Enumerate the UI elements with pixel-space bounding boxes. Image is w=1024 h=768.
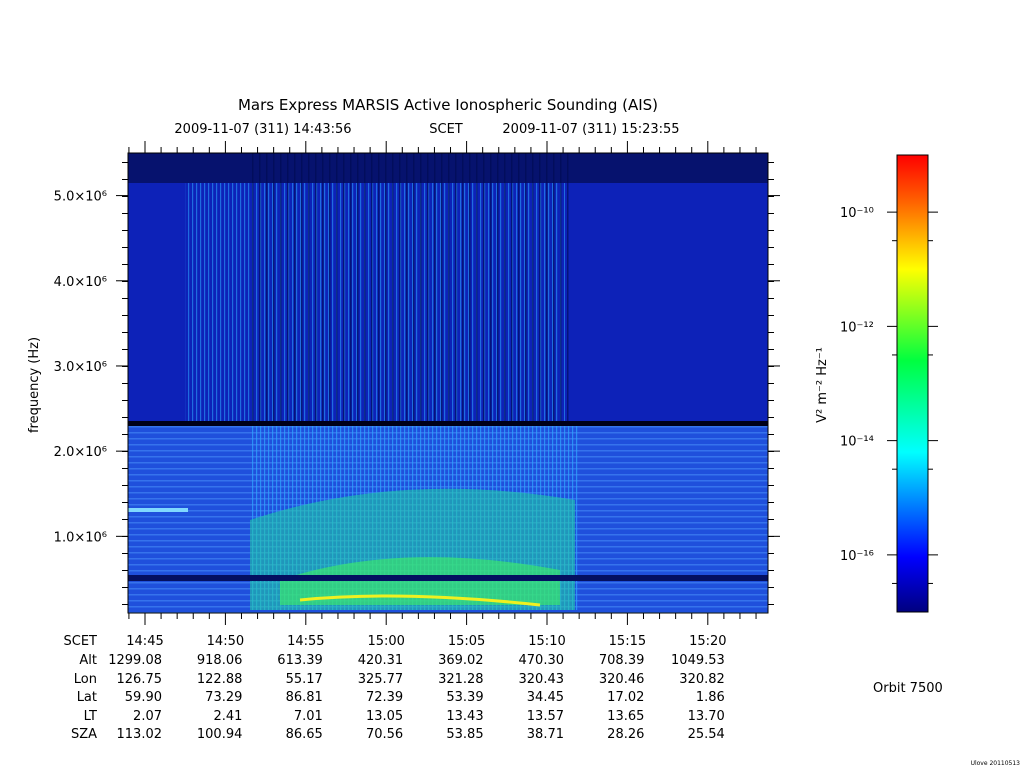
ephemeris-value: 122.88	[197, 672, 243, 687]
ephemeris-value: 53.85	[446, 727, 483, 742]
y-tick-label: 3.0×10⁶	[54, 360, 107, 375]
ephemeris-value: 369.02	[438, 653, 484, 668]
ephemeris-value: 708.39	[599, 653, 645, 668]
ephemeris-value: 34.45	[527, 690, 564, 705]
colorbar-tick-label: 10⁻¹⁴	[840, 435, 874, 450]
colorbar-tick-label: 10⁻¹⁶	[840, 549, 874, 564]
ephemeris-value: 55.17	[286, 672, 323, 687]
ephemeris-value: 73.29	[205, 690, 242, 705]
ephemeris-value: 59.90	[125, 690, 162, 705]
ephemeris-row-label: Lat	[77, 690, 97, 705]
ephemeris-value: 320.43	[519, 672, 565, 687]
ephemeris-value: 321.28	[438, 672, 484, 687]
time-start: 2009-11-07 (311) 14:43:56	[174, 122, 351, 137]
x-tick-label: 15:10	[528, 634, 565, 649]
ephemeris-value: 126.75	[117, 672, 163, 687]
ephemeris-value: 320.46	[599, 672, 645, 687]
ephemeris-value: 17.02	[607, 690, 644, 705]
x-tick-label: 15:20	[689, 634, 726, 649]
ephemeris-value: 38.71	[527, 727, 564, 742]
ephemeris-value: 325.77	[358, 672, 404, 687]
ephemeris-value: 113.02	[117, 727, 163, 742]
time-end: 2009-11-07 (311) 15:23:55	[502, 122, 679, 137]
x-tick-label: 15:00	[367, 634, 404, 649]
footer: Ulove 20110513	[971, 760, 1021, 767]
ephemeris-value: 70.56	[366, 727, 403, 742]
colorbar	[896, 154, 929, 613]
ephemeris-row-label: LT	[84, 709, 97, 724]
chart-title: Mars Express MARSIS Active Ionospheric S…	[238, 96, 658, 114]
ephemeris-value: 320.82	[679, 672, 725, 687]
time-label: SCET	[429, 122, 463, 137]
ephemeris-value: 86.81	[286, 690, 323, 705]
x-tick-label: 15:15	[609, 634, 646, 649]
ephemeris-value: 13.65	[607, 709, 644, 724]
colorbar-tick-label: 10⁻¹²	[840, 320, 874, 335]
ephemeris-value: 13.05	[366, 709, 403, 724]
ephemeris-row-label: Alt	[79, 653, 97, 668]
x-tick-label: 14:50	[207, 634, 244, 649]
ephemeris-value: 1049.53	[671, 653, 725, 668]
orbit-label: Orbit 7500	[873, 681, 943, 696]
y-tick-label: 4.0×10⁶	[54, 275, 107, 290]
y-tick-label: 5.0×10⁶	[54, 190, 107, 205]
ephemeris-value: 72.39	[366, 690, 403, 705]
ephemeris-value: 28.26	[607, 727, 644, 742]
spectrogram-image	[128, 153, 768, 613]
colorbar-tick-label: 10⁻¹⁰	[840, 206, 874, 221]
y-tick-label: 2.0×10⁶	[54, 445, 107, 460]
ephemeris-value: 25.54	[688, 727, 725, 742]
ephemeris-value: 13.43	[446, 709, 483, 724]
ephemeris-value: 420.31	[358, 653, 404, 668]
y-tick-label: 1.0×10⁶	[54, 530, 107, 545]
ephemeris-value: 7.01	[294, 709, 323, 724]
x-tick-label: 15:05	[448, 634, 485, 649]
ephemeris-value: 470.30	[519, 653, 565, 668]
ephemeris-value: 100.94	[197, 727, 243, 742]
ephemeris-value: 2.41	[213, 709, 242, 724]
ephemeris-row-label: SCET	[64, 634, 98, 649]
ephemeris-value: 918.06	[197, 653, 243, 668]
colorbar-label: V² m⁻² Hz⁻¹	[815, 347, 830, 423]
ephemeris-value: 613.39	[277, 653, 323, 668]
ephemeris-value: 2.07	[133, 709, 162, 724]
ephemeris-row-label: SZA	[71, 727, 97, 742]
ephemeris-value: 86.65	[286, 727, 323, 742]
ephemeris-value: 13.70	[688, 709, 725, 724]
x-tick-label: 14:45	[126, 634, 163, 649]
y-axis-label: frequency (Hz)	[27, 337, 42, 433]
x-tick-label: 14:55	[287, 634, 324, 649]
ephemeris-value: 1299.08	[108, 653, 162, 668]
ephemeris-value: 1.86	[696, 690, 725, 705]
ephemeris-value: 13.57	[527, 709, 564, 724]
ephemeris-row-label: Lon	[74, 672, 97, 687]
ephemeris-value: 53.39	[446, 690, 483, 705]
